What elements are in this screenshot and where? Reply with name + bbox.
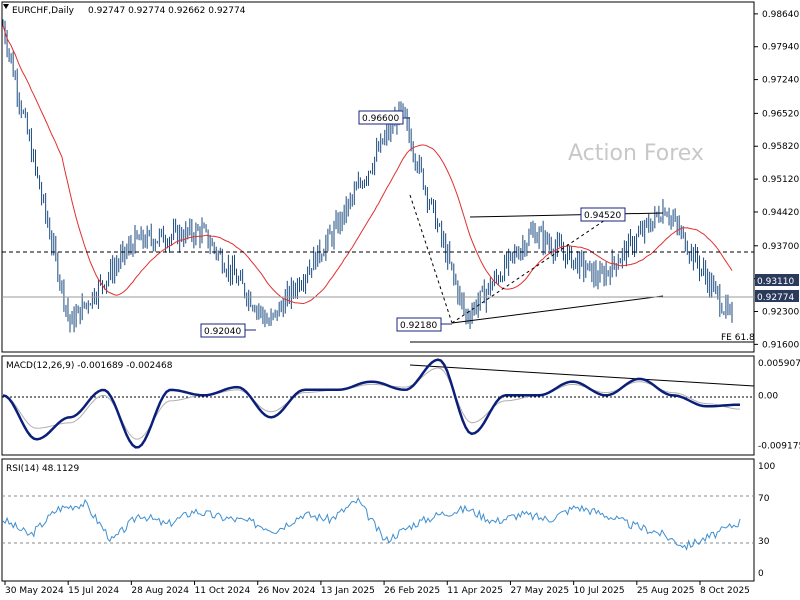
macd-trendline [409, 364, 755, 387]
annotation-label: 0.92180 [400, 321, 437, 331]
macd-axis: 0.005907 0.00 -0.009175 [758, 359, 800, 452]
price-panel: Action Forex EURCHF,Daily 0.92747 0.9277… [1, 1, 799, 353]
time-tick-label: 11 Oct 2024 [195, 586, 251, 596]
trendlines [2, 194, 754, 343]
time-tick-label: 13 Jan 2025 [321, 586, 375, 596]
time-tick-label: 8 Oct 2025 [700, 586, 750, 596]
rsi-tick-label: 100 [758, 462, 775, 472]
price-tick-label: 0.97240 [762, 76, 799, 86]
rsi-line [2, 496, 741, 551]
price-tick-label: 0.95820 [762, 142, 799, 152]
watermark: Action Forex [568, 141, 704, 166]
rsi-tick-label: 30 [758, 537, 770, 547]
resistance-trendline [469, 212, 664, 218]
macd-label: MACD(12,26,9) -0.001689 -0.002468 [6, 361, 173, 371]
time-tick-label: 26 Nov 2024 [258, 586, 316, 596]
macd-tick-label: 0.005907 [758, 359, 800, 369]
annotation-label: 0.92040 [204, 327, 241, 337]
annotation-label: 0.94520 [584, 211, 621, 221]
macd-tick-label: 0.00 [758, 391, 778, 401]
time-tick-label: 15 Jul 2024 [68, 586, 119, 596]
annotation-966: 0.96600 [358, 110, 410, 125]
macd-line [2, 358, 740, 449]
price-tick-label: 0.95120 [762, 175, 799, 185]
chart-symbol: EURCHF,Daily [12, 6, 75, 16]
time-tick-label: 10 Jul 2025 [574, 586, 625, 596]
annotation-label: 0.96600 [362, 114, 399, 124]
time-tick-label: 26 Feb 2025 [384, 586, 440, 596]
support-trendline [451, 295, 664, 324]
ma-price-label: 0.93110 [755, 274, 799, 287]
current-price-label: 0.92774 [755, 290, 799, 303]
time-tick-label: 28 Aug 2024 [131, 586, 189, 596]
time-tick-label: 27 May 2025 [510, 586, 569, 596]
annotation-9204: 0.92040 [200, 323, 256, 338]
macd-tick-label: -0.009175 [758, 442, 800, 452]
price-tick-label: 0.93700 [762, 242, 799, 252]
rsi-axis: 100 70 30 0 [758, 462, 775, 579]
dropdown-arrow-icon[interactable] [3, 4, 9, 9]
ma-price-text: 0.93110 [757, 277, 794, 287]
rsi-label: RSI(14) 48.1129 [6, 464, 79, 474]
price-tick-label: 0.94420 [762, 208, 799, 218]
rsi-tick-label: 0 [758, 569, 764, 579]
moving-average-line [2, 25, 733, 305]
current-price-text: 0.92774 [757, 293, 794, 303]
projection-trendline [451, 209, 621, 324]
annotation-9452: 0.94520 [580, 207, 626, 222]
time-axis: 30 May 2024 15 Jul 2024 28 Aug 2024 11 Oct … [4, 581, 750, 596]
time-tick-label: 30 May 2024 [5, 586, 64, 596]
price-tick-label: 0.96520 [762, 109, 799, 119]
rsi-tick-label: 70 [758, 494, 770, 504]
annotation-9218: 0.92180 [396, 317, 452, 332]
decline-trendline [409, 194, 453, 324]
price-candles [2, 19, 733, 333]
rsi-panel: RSI(14) 48.1129 100 70 30 0 [1, 458, 775, 582]
price-tick-label: 0.97940 [762, 43, 799, 53]
price-tick-label: 0.91600 [762, 340, 799, 350]
time-tick-label: 25 Aug 2025 [637, 586, 695, 596]
fe-label: FE 61.8 [721, 333, 755, 343]
price-tick-label: 0.92300 [762, 308, 799, 318]
chart-ohlc: 0.92747 0.92774 0.92662 0.92774 [88, 6, 246, 16]
macd-panel: MACD(12,26,9) -0.001689 -0.002468 0.0059… [1, 355, 800, 456]
time-tick-label: 11 Apr 2025 [447, 586, 503, 596]
price-tick-label: 0.98640 [762, 10, 799, 20]
